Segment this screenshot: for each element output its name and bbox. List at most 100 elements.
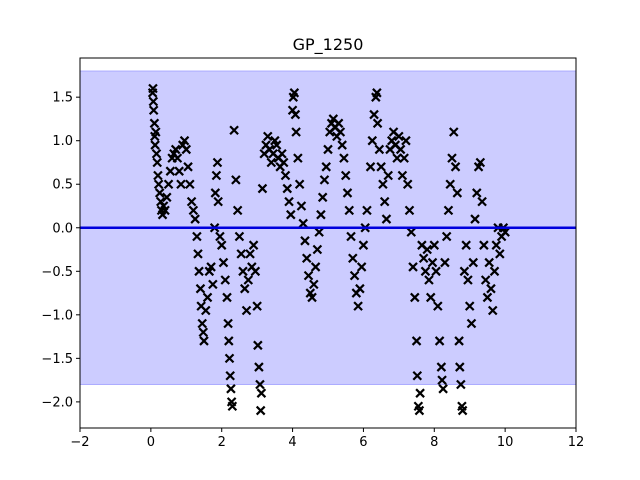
data-point — [392, 153, 402, 163]
data-point — [266, 157, 277, 168]
data-point — [448, 127, 459, 137]
data-point — [195, 283, 206, 294]
data-point — [179, 135, 190, 146]
data-point — [172, 153, 183, 163]
data-point — [256, 388, 267, 398]
data-point — [262, 131, 273, 142]
data-point — [160, 205, 170, 216]
data-point — [456, 379, 466, 390]
data-point — [238, 266, 248, 277]
data-point — [376, 162, 386, 172]
data-point — [408, 262, 418, 272]
data-point — [434, 336, 445, 346]
data-point — [406, 227, 417, 237]
data-point — [319, 175, 330, 185]
data-point — [333, 118, 344, 129]
data-point — [185, 179, 195, 190]
data-point — [255, 379, 265, 390]
data-point — [198, 327, 209, 338]
data-point — [241, 305, 252, 316]
data-point — [470, 214, 480, 224]
data-point — [482, 292, 493, 303]
data-point — [394, 131, 404, 142]
x-tick-label: 0 — [147, 435, 155, 450]
data-point — [402, 179, 413, 190]
data-point — [480, 275, 491, 285]
data-point — [447, 153, 457, 163]
data-point — [468, 257, 479, 268]
data-point — [170, 144, 181, 155]
data-point — [477, 196, 487, 207]
data-point — [372, 118, 383, 129]
plot-area — [79, 70, 577, 416]
data-point — [378, 179, 388, 190]
data-point — [199, 336, 209, 346]
data-point — [289, 88, 300, 98]
data-point — [379, 196, 390, 207]
data-point — [186, 196, 197, 207]
data-point — [290, 109, 301, 120]
data-point — [355, 283, 365, 294]
data-point — [369, 109, 379, 120]
data-point — [466, 318, 477, 329]
data-point — [486, 283, 496, 294]
data-point — [220, 275, 231, 285]
data-point — [433, 301, 443, 311]
data-point — [353, 301, 363, 311]
data-point — [314, 227, 324, 237]
axes: −2 0 2 4 6 8 10 12 −2.0 −1.5 −1.0 −0.5 0.0 0.5 1.0 1.5 — [41, 57, 584, 450]
data-point — [152, 157, 163, 168]
data-point — [154, 188, 165, 198]
data-point — [401, 135, 411, 146]
data-point — [202, 292, 213, 303]
data-point — [425, 292, 436, 303]
data-point — [399, 153, 409, 163]
data-point — [224, 336, 234, 346]
data-point — [346, 231, 356, 242]
data-point — [475, 157, 486, 168]
data-point — [452, 188, 463, 198]
y-tick-label: 1.0 — [52, 134, 73, 149]
data-point — [461, 240, 471, 250]
x-tick-label: 8 — [430, 435, 438, 450]
data-point — [153, 179, 164, 190]
data-point — [395, 144, 406, 155]
y-tick-label: 0.0 — [52, 221, 73, 236]
data-point — [472, 188, 482, 198]
y-tick-label: 0.5 — [52, 178, 73, 193]
data-point — [414, 405, 425, 416]
data-point — [340, 170, 351, 181]
data-point — [298, 218, 308, 229]
data-point — [151, 127, 161, 137]
data-point — [365, 162, 376, 172]
data-point — [321, 162, 332, 172]
data-point — [307, 292, 317, 303]
data-point — [464, 301, 475, 311]
data-point — [495, 249, 505, 259]
data-point — [443, 205, 454, 216]
data-point — [450, 162, 461, 172]
data-point — [245, 249, 255, 259]
data-point — [309, 279, 319, 290]
data-point — [418, 253, 429, 264]
data-point — [222, 292, 232, 303]
data-point — [294, 179, 305, 190]
data-point — [367, 135, 378, 146]
data-point — [301, 253, 312, 264]
data-point — [218, 257, 229, 268]
data-point — [255, 405, 266, 416]
data-point — [491, 240, 502, 250]
data-point — [335, 127, 346, 137]
data-point — [176, 179, 186, 190]
axes-frame — [79, 57, 577, 429]
data-point — [250, 266, 261, 277]
data-point — [174, 166, 184, 176]
y-tick-label: −1.0 — [41, 308, 73, 323]
data-point — [415, 388, 425, 398]
data-point — [227, 401, 238, 412]
data-point — [148, 96, 159, 107]
data-point — [223, 318, 233, 329]
data-point — [312, 244, 323, 255]
data-point — [303, 270, 314, 281]
